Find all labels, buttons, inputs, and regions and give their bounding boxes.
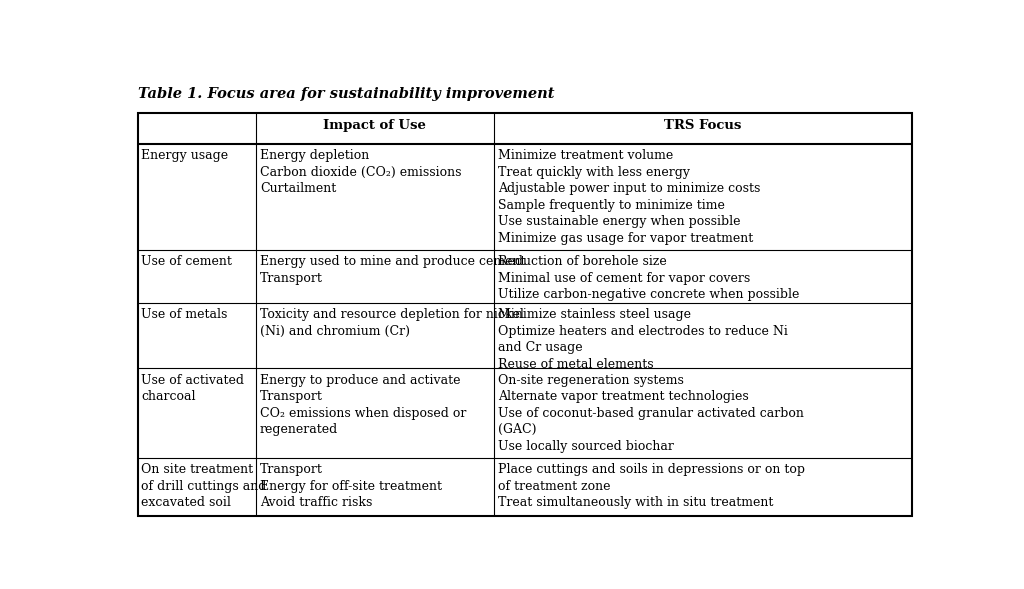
Text: Table 1. Focus area for sustainability improvement: Table 1. Focus area for sustainability i… (137, 87, 554, 101)
Text: Impact of Use: Impact of Use (324, 118, 426, 131)
Text: Use of metals: Use of metals (141, 309, 228, 322)
Text: Use of activated
charcoal: Use of activated charcoal (141, 373, 245, 403)
Text: Toxicity and resource depletion for nickel
(Ni) and chromium (Cr): Toxicity and resource depletion for nick… (260, 309, 524, 338)
Text: Minimize stainless steel usage
Optimize heaters and electrodes to reduce Ni
and : Minimize stainless steel usage Optimize … (498, 309, 787, 371)
Text: Energy used to mine and produce cement
Transport: Energy used to mine and produce cement T… (260, 255, 525, 284)
Text: Place cuttings and soils in depressions or on top
of treatment zone
Treat simult: Place cuttings and soils in depressions … (498, 464, 805, 509)
Text: On-site regeneration systems
Alternate vapor treatment technologies
Use of cocon: On-site regeneration systems Alternate v… (498, 373, 804, 452)
Text: Energy usage: Energy usage (141, 149, 228, 162)
Bar (137, 113, 912, 516)
Text: Use of cement: Use of cement (141, 255, 232, 268)
Text: Reduction of borehole size
Minimal use of cement for vapor covers
Utilize carbon: Reduction of borehole size Minimal use o… (498, 255, 799, 301)
Text: Energy depletion
Carbon dioxide (CO₂) emissions
Curtailment: Energy depletion Carbon dioxide (CO₂) em… (260, 149, 462, 195)
Text: TRS Focus: TRS Focus (665, 118, 741, 131)
Text: Transport
Energy for off-site treatment
Avoid traffic risks: Transport Energy for off-site treatment … (260, 464, 442, 509)
Text: Energy to produce and activate
Transport
CO₂ emissions when disposed or
regenera: Energy to produce and activate Transport… (260, 373, 466, 436)
Text: On site treatment
of drill cuttings and
excavated soil: On site treatment of drill cuttings and … (141, 464, 267, 509)
Text: Minimize treatment volume
Treat quickly with less energy
Adjustable power input : Minimize treatment volume Treat quickly … (498, 149, 760, 244)
